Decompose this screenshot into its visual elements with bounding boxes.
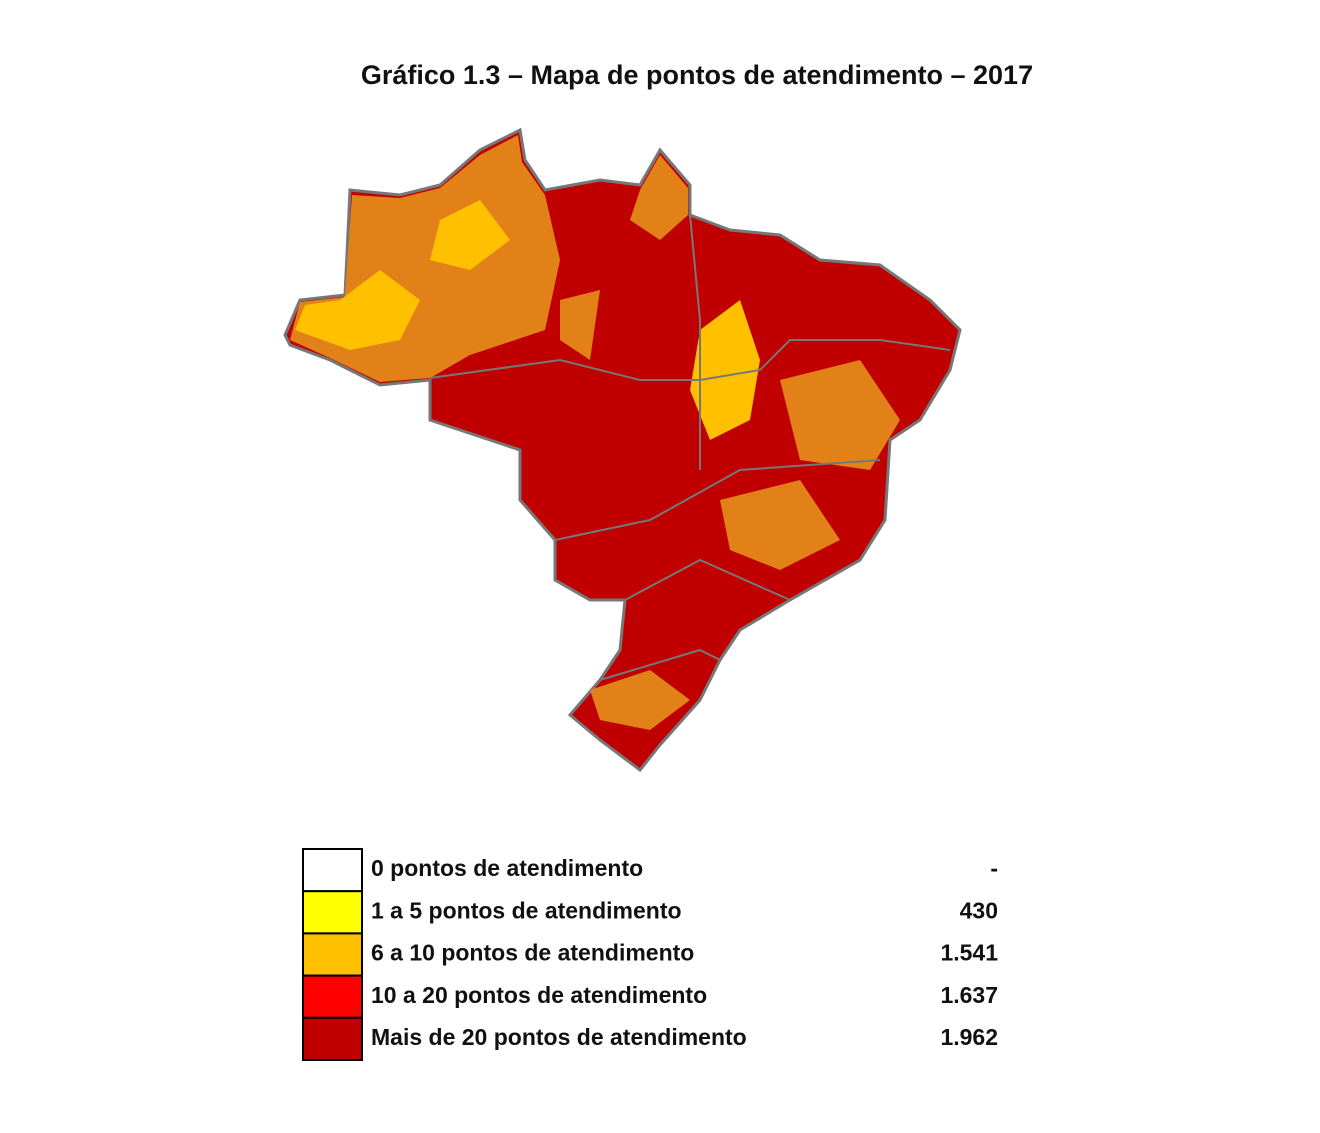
state-border xyxy=(554,459,881,541)
region-patch xyxy=(590,670,690,730)
region-patch xyxy=(630,155,688,240)
region-patch xyxy=(780,360,900,470)
region-patch xyxy=(560,290,600,360)
state-border xyxy=(624,558,791,601)
legend-label: Mais de 20 pontos de atendimento xyxy=(371,1024,747,1050)
legend-count: - xyxy=(990,855,998,881)
legend-label: 0 pontos de atendimento xyxy=(371,855,643,881)
legend-count: 1.541 xyxy=(940,940,998,966)
legend-swatch xyxy=(302,1016,363,1061)
legend-count: 430 xyxy=(960,897,998,923)
map xyxy=(283,127,962,773)
state-border xyxy=(599,648,721,681)
legend: 0 pontos de atendimento - 1 a 5 pontos de … xyxy=(302,848,998,1061)
legend-count: 1.637 xyxy=(940,982,998,1008)
state-border xyxy=(429,339,951,381)
region-patch xyxy=(295,270,420,350)
region-patch xyxy=(720,480,840,570)
region-patch xyxy=(690,300,760,440)
title: Gráfico 1.3 – Mapa de pontos de atendime… xyxy=(361,60,1033,90)
legend-swatch xyxy=(302,890,363,935)
legend-swatch xyxy=(302,932,363,977)
legend-swatch xyxy=(302,848,363,893)
legend-label: 10 a 20 pontos de atendimento xyxy=(371,982,707,1008)
legend-count: 1.962 xyxy=(940,1024,998,1050)
state-border xyxy=(689,214,701,470)
region-patch xyxy=(430,200,510,270)
legend-swatch xyxy=(302,974,363,1019)
legend-label: 1 a 5 pontos de atendimento xyxy=(371,897,682,923)
legend-label: 6 a 10 pontos de atendimento xyxy=(371,940,694,966)
